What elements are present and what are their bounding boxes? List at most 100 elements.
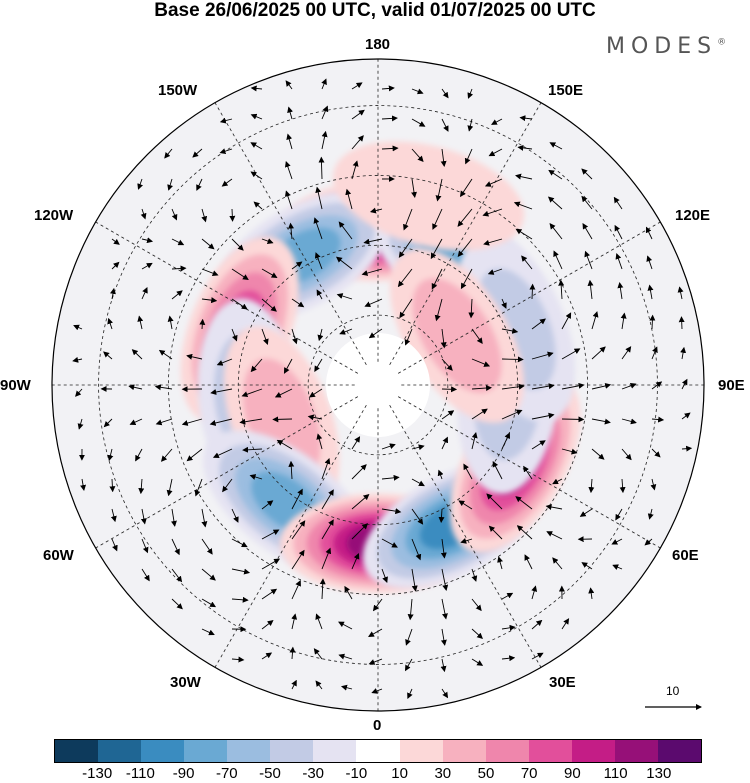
wind-arrow (313, 648, 323, 660)
colorbar-swatch (98, 740, 142, 762)
wind-arrow (621, 418, 637, 425)
wind-arrow (441, 436, 448, 450)
wind-arrow (579, 508, 593, 517)
anomaly-center (333, 141, 525, 251)
colorbar-ticks: -130 -110 -90 -70 -50 -30 -10 10 30 50 70 90 110 130 (54, 765, 702, 783)
wind-arrow (531, 440, 546, 450)
wind-arrow (644, 538, 653, 546)
wind-arrow (73, 324, 83, 331)
wind-arrow (261, 500, 274, 510)
lon-label-60e: 60E (672, 547, 699, 564)
wind-arrow (167, 178, 173, 191)
colorbar-swatch (399, 740, 443, 762)
wind-arrow (77, 418, 84, 430)
wind-arrow (649, 314, 656, 330)
wind-arrow (399, 298, 413, 319)
wind-arrow (231, 596, 249, 603)
wind-arrow (291, 488, 303, 510)
wind-arrow (351, 493, 370, 510)
wind-arrow (547, 196, 563, 210)
wind-arrow (363, 238, 383, 245)
wind-arrow (212, 448, 233, 458)
wind-arrow (261, 588, 278, 600)
wind-arrow (231, 298, 248, 310)
wind-arrow (291, 679, 297, 690)
wind-arrow (351, 464, 367, 480)
wind-arrow (141, 237, 154, 244)
colorbar-tick-label: -10 (345, 765, 368, 782)
wind-arrow (316, 289, 323, 300)
wind-arrow (72, 356, 83, 363)
wind-arrow (440, 658, 447, 673)
wind-arrow (231, 268, 249, 281)
wind-arrow (404, 328, 413, 346)
wind-arrow (261, 529, 280, 540)
wind-arrow (231, 508, 239, 523)
lon-label-30w: 30W (170, 674, 201, 691)
wind-arrow (681, 445, 693, 452)
wind-arrow (612, 564, 623, 570)
wind-arrow (171, 538, 180, 556)
colorbar-tick-label: 110 (603, 765, 628, 782)
wind-arrow (647, 284, 654, 300)
wind-arrow (170, 508, 177, 527)
wind-arrow (397, 268, 413, 288)
wind-arrow (135, 448, 143, 462)
wind-arrow (276, 439, 293, 450)
wind-arrow (75, 388, 83, 397)
wind-arrow (129, 418, 143, 425)
colorbar-tick-label: 50 (477, 765, 495, 782)
wind-arrow (488, 148, 503, 157)
wind-arrow (250, 85, 263, 92)
wind-arrow (339, 328, 353, 335)
wind-arrow (316, 433, 323, 450)
wind-arrow (194, 478, 203, 497)
wind-arrow (460, 537, 473, 544)
wind-arrow (344, 585, 353, 600)
wind-arrow (140, 208, 147, 220)
wind-arrow (615, 508, 623, 521)
wind-arrow (491, 118, 503, 125)
wind-arrow (315, 186, 323, 210)
wind-arrow (483, 238, 503, 246)
wind-arrow (319, 578, 326, 600)
wind-arrow (519, 115, 533, 122)
wind-arrow (250, 171, 263, 180)
wind-arrow (651, 381, 663, 390)
wind-arrow (219, 117, 233, 124)
colorbar-swatch (657, 740, 701, 762)
wind-arrow (181, 418, 203, 426)
wind-vectors (72, 78, 693, 700)
wind-arrow (140, 508, 147, 525)
wind-arrow (291, 520, 306, 540)
wind-arrow (368, 658, 383, 665)
wind-arrow (645, 226, 653, 240)
wind-arrow (141, 538, 149, 554)
wind-arrow (403, 208, 413, 231)
wind-arrow (291, 328, 298, 345)
wind-arrow (531, 619, 543, 630)
wind-arrow (141, 568, 150, 582)
lon-label-60w: 60W (43, 547, 74, 564)
wind-arrow (103, 351, 113, 360)
wind-arrow (647, 508, 654, 520)
colorbar (54, 739, 702, 763)
wind-arrow (308, 388, 323, 398)
wind-arrow (315, 613, 323, 630)
wind-arrow (651, 416, 665, 423)
colorbar-swatch (614, 740, 658, 762)
wind-arrow (261, 558, 281, 570)
wind-arrow (201, 568, 216, 581)
wind-arrow (284, 161, 293, 180)
wind-arrow (411, 148, 424, 163)
wind-arrow (291, 613, 298, 630)
wind-arrow (201, 628, 215, 636)
wind-arrow (318, 156, 325, 180)
lon-label-90e: 90E (718, 377, 745, 394)
wind-arrow (411, 538, 422, 561)
wind-arrow (216, 358, 233, 366)
wind-arrow (239, 418, 263, 425)
wind-arrow (398, 238, 413, 258)
wind-arrow (611, 538, 623, 545)
wind-arrow (591, 418, 611, 425)
